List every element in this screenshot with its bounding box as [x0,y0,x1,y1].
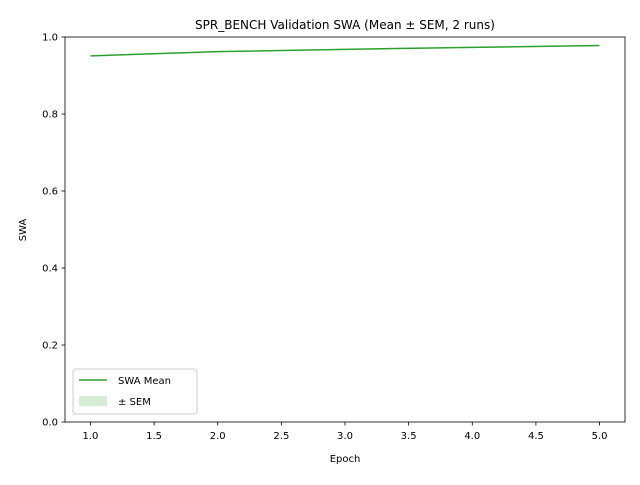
x-tick-label: 5.0 [592,431,608,442]
x-tick-label: 3.0 [337,431,353,442]
plot-area: 1.0 1.5 2.0 2.5 3.0 3.5 4.0 4.5 5.0 0.0 0.2 0.4 0.6 0… [42,33,626,442]
x-tick-label: 1.0 [83,431,99,442]
y-tick-label: 0.2 [42,341,58,352]
x-tick-label: 4.0 [464,431,480,442]
series-line-0 [90,44,600,57]
y-tick-label: 0.4 [42,264,58,275]
y-tick-label: 0.6 [42,187,58,198]
x-tick-label: 1.5 [146,431,162,442]
legend-label-sem: ± SEM [118,397,151,408]
x-tick-label: 3.5 [401,431,417,442]
legend-band-swatch [79,396,107,406]
y-tick-label: 0.8 [42,110,58,121]
y-tick-label: 1.0 [42,33,58,44]
chart-title: SPR_BENCH Validation SWA (Mean ± SEM, 2 … [195,18,495,32]
x-tick-label: 2.0 [210,431,226,442]
legend-label-mean: SWA Mean [118,376,171,387]
legend: SWA Mean ± SEM [72,368,198,415]
x-tick-label: 2.5 [273,431,289,442]
y-tick-label: 0.0 [42,418,58,429]
x-tick-label: 4.5 [528,431,544,442]
y-axis-label: SWA [18,219,29,242]
x-axis-label: Epoch [330,454,361,465]
